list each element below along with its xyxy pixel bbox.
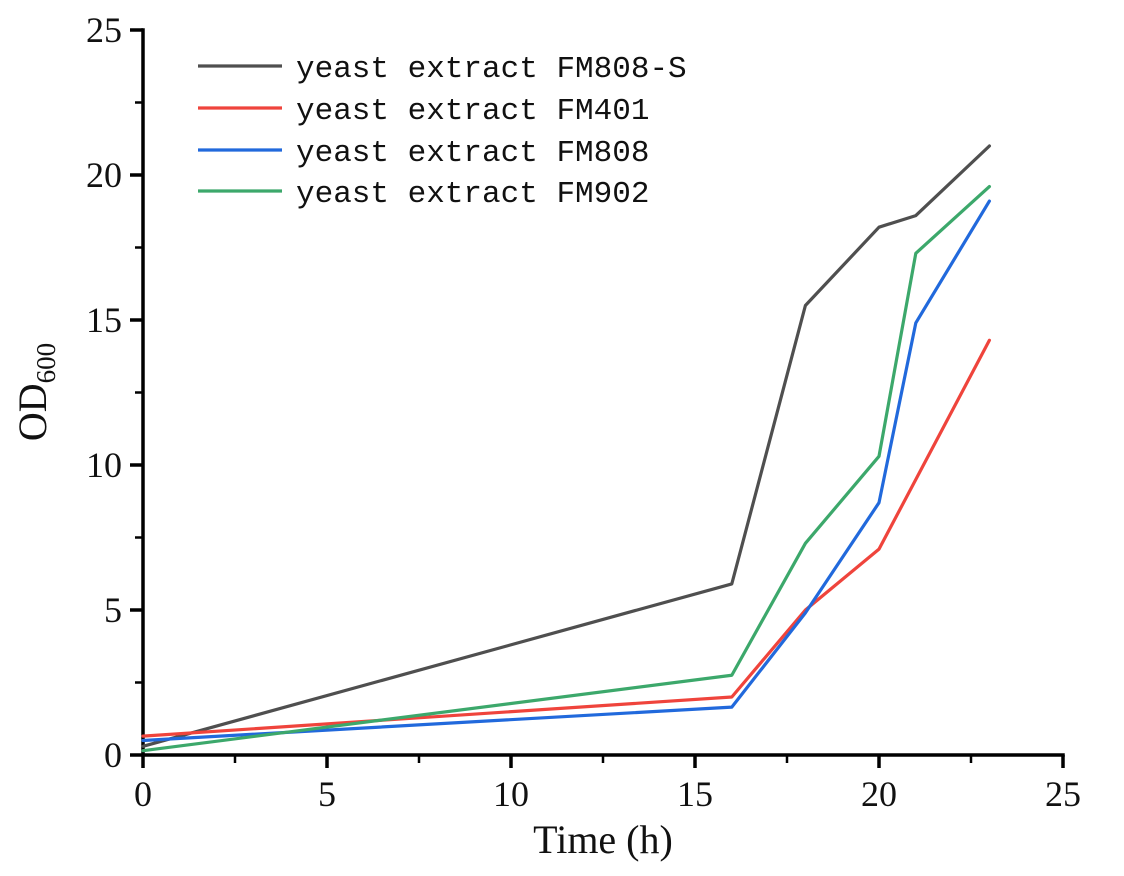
series-line-yeast-extract-fm902	[141, 185, 992, 753]
y-tick-label: 15	[86, 300, 122, 340]
x-tick-labels: 0 5 10 15 20 25	[134, 774, 1081, 814]
axis-ticks	[130, 28, 1065, 768]
y-tick-label: 20	[86, 155, 122, 195]
legend-label: yeast extract FM902	[296, 177, 649, 212]
legend-item: yeast extract FM401	[198, 94, 649, 129]
legend-item: yeast extract FM902	[198, 177, 649, 212]
y-tick-label: 10	[86, 445, 122, 485]
x-tick-label: 5	[318, 774, 336, 814]
legend-item: yeast extract FM808	[198, 136, 649, 171]
legend: yeast extract FM808-S yeast extract FM401…	[198, 52, 687, 212]
y-tick-labels: 0 5 10 15 20 25	[86, 10, 122, 775]
series-lines	[141, 144, 992, 753]
legend-item: yeast extract FM808-S	[198, 52, 687, 87]
legend-label: yeast extract FM808-S	[296, 52, 687, 87]
y-tick-label: 25	[86, 10, 122, 50]
x-tick-label: 25	[1045, 774, 1081, 814]
x-tick-label: 10	[493, 774, 529, 814]
x-tick-label: 20	[861, 774, 897, 814]
y-axis-title: OD600	[10, 343, 61, 441]
legend-label: yeast extract FM401	[296, 94, 649, 129]
x-tick-label: 0	[134, 774, 152, 814]
x-tick-label: 15	[677, 774, 713, 814]
series-line-yeast-extract-fm808-s	[141, 144, 992, 748]
y-tick-label: 0	[104, 735, 122, 775]
y-tick-label: 5	[104, 590, 122, 630]
series-line-yeast-extract-fm401	[141, 338, 992, 738]
x-axis-title: Time (h)	[533, 817, 673, 862]
series-line-yeast-extract-fm808	[141, 199, 992, 743]
legend-label: yeast extract FM808	[296, 136, 649, 171]
